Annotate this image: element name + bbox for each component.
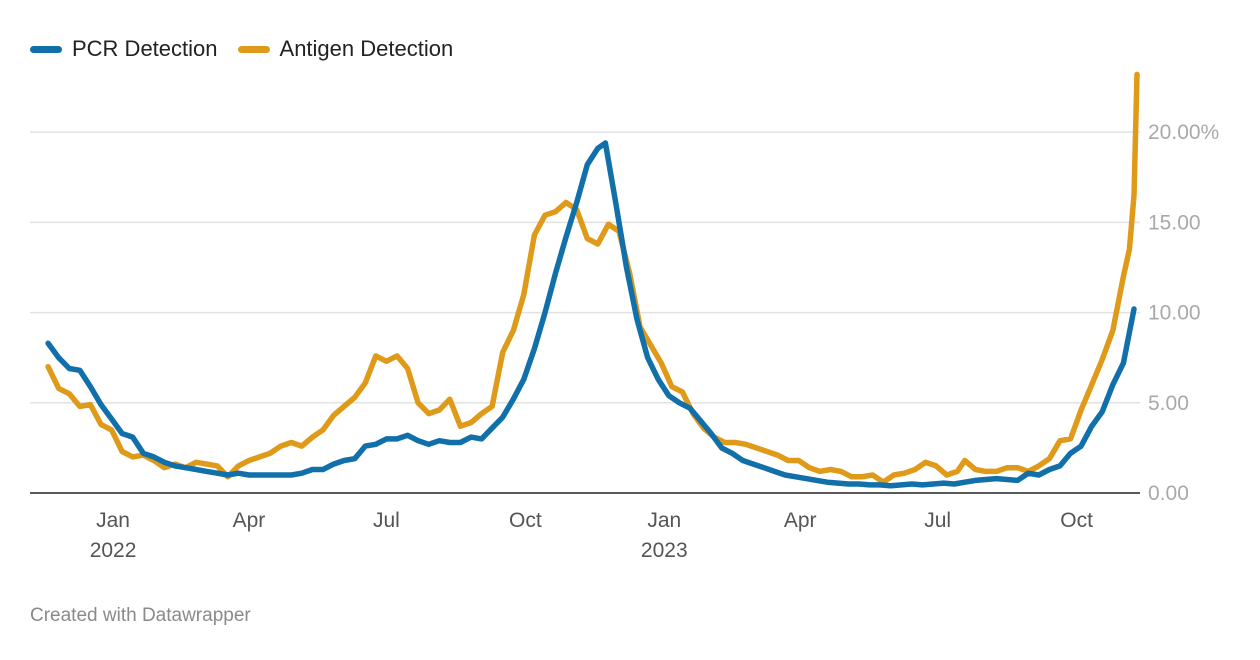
x-tick-label: Apr (784, 509, 817, 532)
line-chart: 0.00 5.00 10.00 15.00 20.00% Jan 2022 Apr Jul Oc… (30, 71, 1219, 562)
legend-item-antigen[interactable]: Antigen Detection (237, 36, 454, 62)
y-tick-label: 0.00 (1148, 482, 1189, 505)
y-tick-label: 15.00 (1148, 211, 1201, 234)
x-axis-labels: Jan 2022 Apr Jul Oct Jan 2023 Apr Jul Oct (90, 509, 1093, 562)
series-line-antigen[interactable] (45, 71, 1140, 485)
x-tick-label: Apr (233, 509, 266, 532)
y-tick-label: 5.00 (1148, 392, 1189, 415)
x-tick-label: Jul (924, 509, 951, 532)
legend-label-pcr: PCR Detection (72, 36, 218, 61)
x-tick-label: Jan (647, 509, 681, 532)
y-tick-label: 10.00 (1148, 302, 1201, 325)
gridlines (30, 131, 1140, 404)
chart-legend: PCR Detection Antigen Detection (30, 36, 453, 62)
x-tick-label: Jul (373, 509, 400, 532)
x-tick-year-label: 2023 (641, 539, 688, 562)
legend-label-antigen: Antigen Detection (279, 36, 454, 61)
x-tick-year-label: 2022 (90, 539, 137, 562)
x-tick-label: Oct (1060, 509, 1093, 532)
legend-item-pcr[interactable]: PCR Detection (30, 36, 218, 62)
x-tick-label: Jan (96, 509, 130, 532)
y-axis-labels: 0.00 5.00 10.00 15.00 20.00% (1148, 121, 1219, 505)
legend-swatch-pcr (30, 45, 62, 53)
legend-swatch-antigen (237, 45, 270, 53)
series-line-pcr[interactable] (45, 140, 1137, 489)
x-tick-label: Oct (509, 509, 542, 532)
series-lines (45, 71, 1140, 489)
footer-credit: Created with Datawrapper (30, 605, 251, 626)
y-tick-label: 20.00% (1148, 121, 1219, 144)
